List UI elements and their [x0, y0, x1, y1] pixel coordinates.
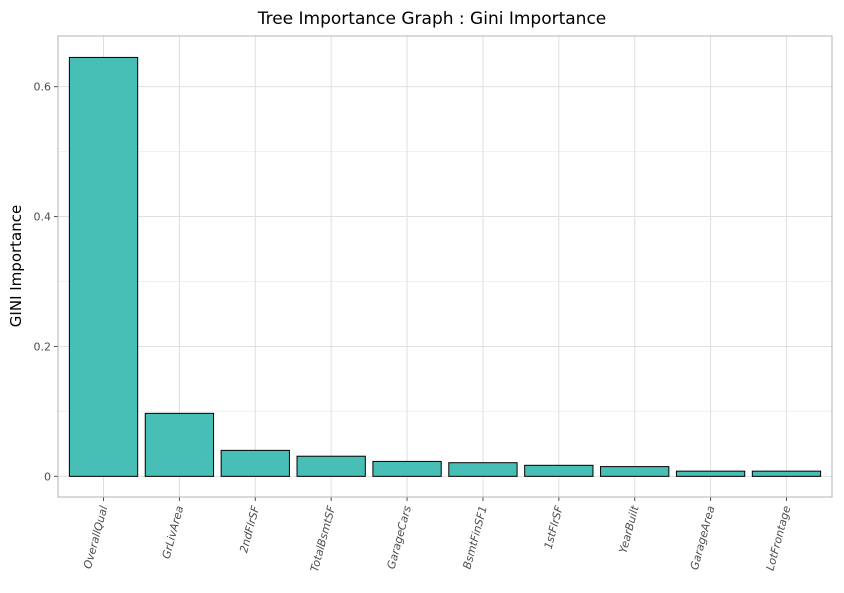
y-axis-label: GINI Importance: [7, 205, 25, 327]
x-tick-label: LotFrontage: [764, 504, 794, 572]
y-axis-ticks: 0 0.2 0.4 0.6: [34, 81, 58, 483]
y-tick-label: 0.6: [34, 81, 52, 94]
y-tick-label: 0: [44, 470, 51, 483]
x-tick-label: GarageArea: [688, 504, 718, 571]
bar-OverallQual: [68, 56, 139, 477]
grid-lines: [58, 36, 832, 497]
panel-border: [57, 35, 833, 498]
bar-LotFrontage: [751, 470, 822, 477]
bar-YearBuilt: [600, 466, 670, 477]
y-tick-label: 0.4: [34, 211, 52, 224]
bar-GarageCars: [372, 460, 442, 477]
x-tick-label: OverallQual: [81, 504, 110, 570]
chart-title: Tree Importance Graph : Gini Importance: [257, 9, 607, 29]
bar-1stFlrSF: [524, 464, 594, 477]
bar-GarageArea: [675, 470, 746, 477]
x-tick-label: GarageCars: [385, 504, 414, 570]
y-tick-label: 0.2: [34, 340, 52, 353]
bars-group: [68, 56, 822, 477]
x-tick-label: 1stFlrSF: [542, 504, 566, 551]
bar-GrLivArea: [144, 412, 215, 477]
x-tick-label: TotalBsmtSF: [308, 504, 338, 574]
x-tick-label: GrLivArea: [160, 504, 187, 560]
bar-BsmtFinSF1: [448, 462, 518, 477]
x-axis-ticks: OverallQual GrLivArea 2ndFlrSF TotalBsmtSF G…: [81, 497, 793, 573]
x-tick-label: 2ndFlrSF: [237, 504, 262, 555]
x-tick-label: YearBuilt: [616, 504, 641, 555]
x-tick-label: BsmtFinSF1: [460, 504, 489, 570]
bar-TotalBsmtSF: [296, 455, 366, 477]
bar-2ndFlrSF: [220, 449, 290, 477]
